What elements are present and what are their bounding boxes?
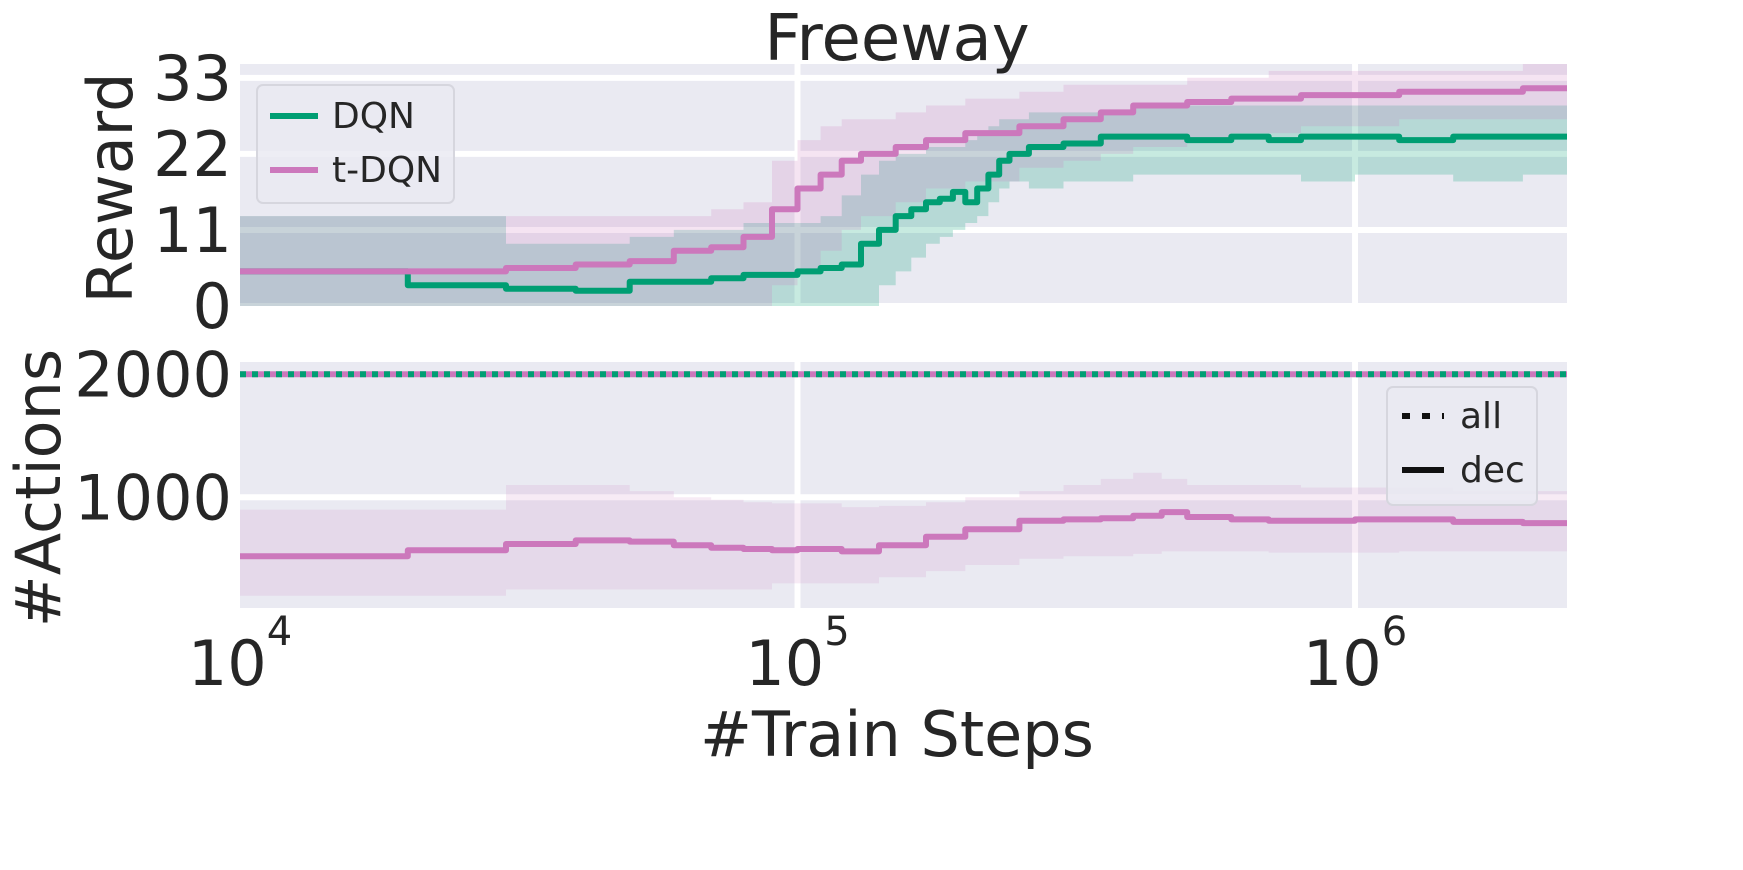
actions-y-axis-label: #Actions <box>2 349 75 627</box>
x-tick-exponent: 5 <box>824 609 849 655</box>
x-tick-label: 105 <box>745 609 849 700</box>
x-tick-labels: 104 105 106 <box>188 609 1407 700</box>
y-tick-label: 2000 <box>74 338 232 411</box>
y-tick-label: 11 <box>153 194 232 267</box>
confidence-band-t-dqn <box>240 64 1567 306</box>
reward-legend: DQN t-DQN <box>256 84 455 204</box>
actions-y-tick-labels: 1000 2000 <box>74 338 232 534</box>
reward-plot-background <box>240 64 1567 306</box>
x-tick-exponent: 6 <box>1382 609 1407 655</box>
x-tick-base: 10 <box>745 627 824 700</box>
x-tick-base: 10 <box>1303 627 1382 700</box>
y-tick-label: 0 <box>193 270 232 343</box>
x-tick-base: 10 <box>188 627 267 700</box>
reward-y-axis-label: Reward <box>74 73 147 304</box>
actions-series-lines <box>240 371 1567 560</box>
x-tick-label: 106 <box>1303 609 1407 700</box>
legend-label-all: all <box>1460 396 1502 437</box>
chart-title: Freeway <box>764 2 1029 76</box>
actions-plot-background <box>240 362 1567 608</box>
x-tick-label: 104 <box>188 609 292 700</box>
legend-label-dqn: DQN <box>332 96 415 137</box>
actions-confidence-bands <box>240 472 1567 596</box>
confidence-band-dqn <box>240 105 1567 306</box>
reward-series-lines <box>240 85 1567 294</box>
x-axis-label: #Train Steps <box>700 698 1094 771</box>
reward-gridlines <box>240 64 1567 309</box>
y-tick-label: 22 <box>153 118 232 191</box>
reward-confidence-bands <box>240 64 1567 306</box>
actions-legend: all dec <box>1386 386 1538 506</box>
legend-label-dec: dec <box>1460 450 1525 491</box>
y-tick-label: 1000 <box>74 461 232 534</box>
x-tick-exponent: 4 <box>267 609 292 655</box>
legend-label-t-dqn: t-DQN <box>332 150 442 191</box>
series-line-dqn <box>240 133 1567 294</box>
y-tick-label: 33 <box>153 42 232 115</box>
confidence-band-dec <box>240 472 1567 596</box>
series-line-dec <box>240 509 1567 560</box>
series-line-t-dqn <box>240 85 1567 275</box>
